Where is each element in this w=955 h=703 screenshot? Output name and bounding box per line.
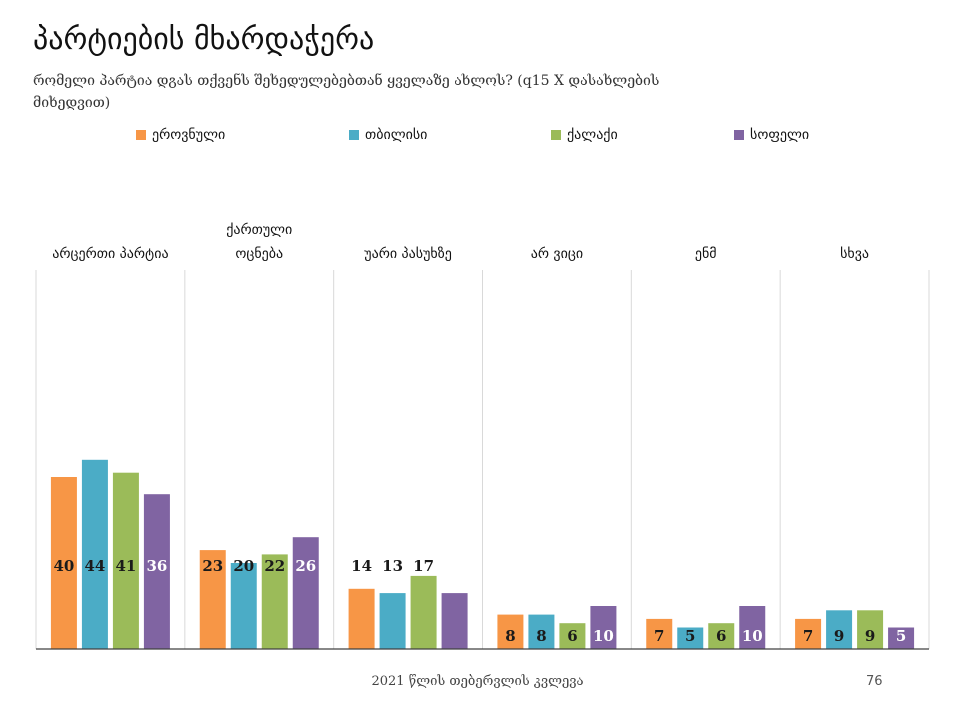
bar — [826, 610, 853, 649]
chart-legend: ეროვნული თბილისი ქალაქი სოფელი — [0, 127, 955, 147]
data-label: 5 — [896, 627, 906, 645]
category-label: არცერთი პარტია — [52, 245, 168, 262]
data-label: 13 — [382, 557, 403, 575]
bar — [230, 563, 257, 649]
bar — [379, 593, 406, 649]
bar — [528, 614, 555, 649]
data-label: 36 — [146, 557, 167, 575]
legend-swatch-national — [136, 130, 146, 140]
category-label: უარი პასუხზე — [364, 245, 452, 262]
bar — [261, 554, 288, 649]
data-label: 9 — [865, 627, 875, 645]
bar — [50, 477, 77, 649]
legend-item-urban: ქალაქი — [551, 127, 618, 143]
data-label: 7 — [803, 627, 813, 645]
bar — [348, 588, 375, 649]
data-label: 9 — [834, 627, 844, 645]
category-label: ენმ — [695, 246, 717, 262]
data-label: 13 — [444, 557, 465, 575]
bar — [795, 618, 822, 649]
data-label: 8 — [505, 627, 515, 645]
bar — [739, 606, 766, 649]
bar — [199, 550, 226, 649]
legend-swatch-rural — [734, 130, 744, 140]
data-label: 22 — [264, 557, 285, 575]
data-label: 6 — [716, 627, 726, 645]
legend-item-rural: სოფელი — [734, 127, 809, 143]
legend-label-national: ეროვნული — [152, 127, 226, 143]
category-label: ქართული — [226, 221, 292, 238]
data-label: 44 — [84, 557, 105, 575]
data-label: 10 — [593, 627, 614, 645]
legend-swatch-urban — [551, 130, 561, 140]
data-label: 14 — [351, 557, 372, 575]
bar — [590, 606, 617, 649]
bar — [646, 618, 673, 649]
bar — [708, 623, 735, 649]
data-label: 6 — [567, 627, 577, 645]
legend-item-national: ეროვნული — [136, 127, 225, 143]
footer-text: 2021 წლის თებერვლის კვლევა — [371, 674, 584, 689]
bar — [410, 575, 437, 649]
category-label: არ ვიცი — [531, 245, 583, 262]
category-label: ოცნება — [235, 246, 283, 262]
bar — [143, 494, 170, 649]
bar — [497, 614, 524, 649]
data-label: 26 — [295, 557, 316, 575]
bar — [888, 627, 915, 649]
data-label: 17 — [413, 557, 434, 575]
page-number: 76 — [866, 674, 883, 689]
page-subtitle: რომელი პარტია დგას თქვენს შეხედულებებთან… — [33, 73, 660, 111]
data-label: 8 — [536, 627, 546, 645]
data-label: 20 — [233, 557, 254, 575]
legend-item-tbilisi: თბილისი — [349, 127, 427, 143]
data-label: 7 — [654, 627, 664, 645]
legend-swatch-tbilisi — [349, 130, 359, 140]
data-label: 40 — [53, 557, 74, 575]
legend-label-tbilisi: თბილისი — [365, 127, 428, 143]
legend-label-rural: სოფელი — [750, 127, 810, 143]
bar — [292, 537, 319, 649]
category-label: სხვა — [840, 246, 869, 262]
bar — [112, 472, 139, 649]
bar — [81, 459, 108, 649]
bar — [857, 610, 884, 649]
legend-label-urban: ქალაქი — [567, 127, 618, 143]
data-label: 10 — [742, 627, 763, 645]
data-label: 5 — [685, 627, 695, 645]
data-label: 23 — [202, 557, 223, 575]
page-title: პარტიების მხარდაჭერა — [33, 22, 375, 57]
data-label: 41 — [115, 557, 136, 575]
bar — [559, 623, 586, 649]
bar — [441, 593, 468, 649]
bar — [677, 627, 704, 649]
